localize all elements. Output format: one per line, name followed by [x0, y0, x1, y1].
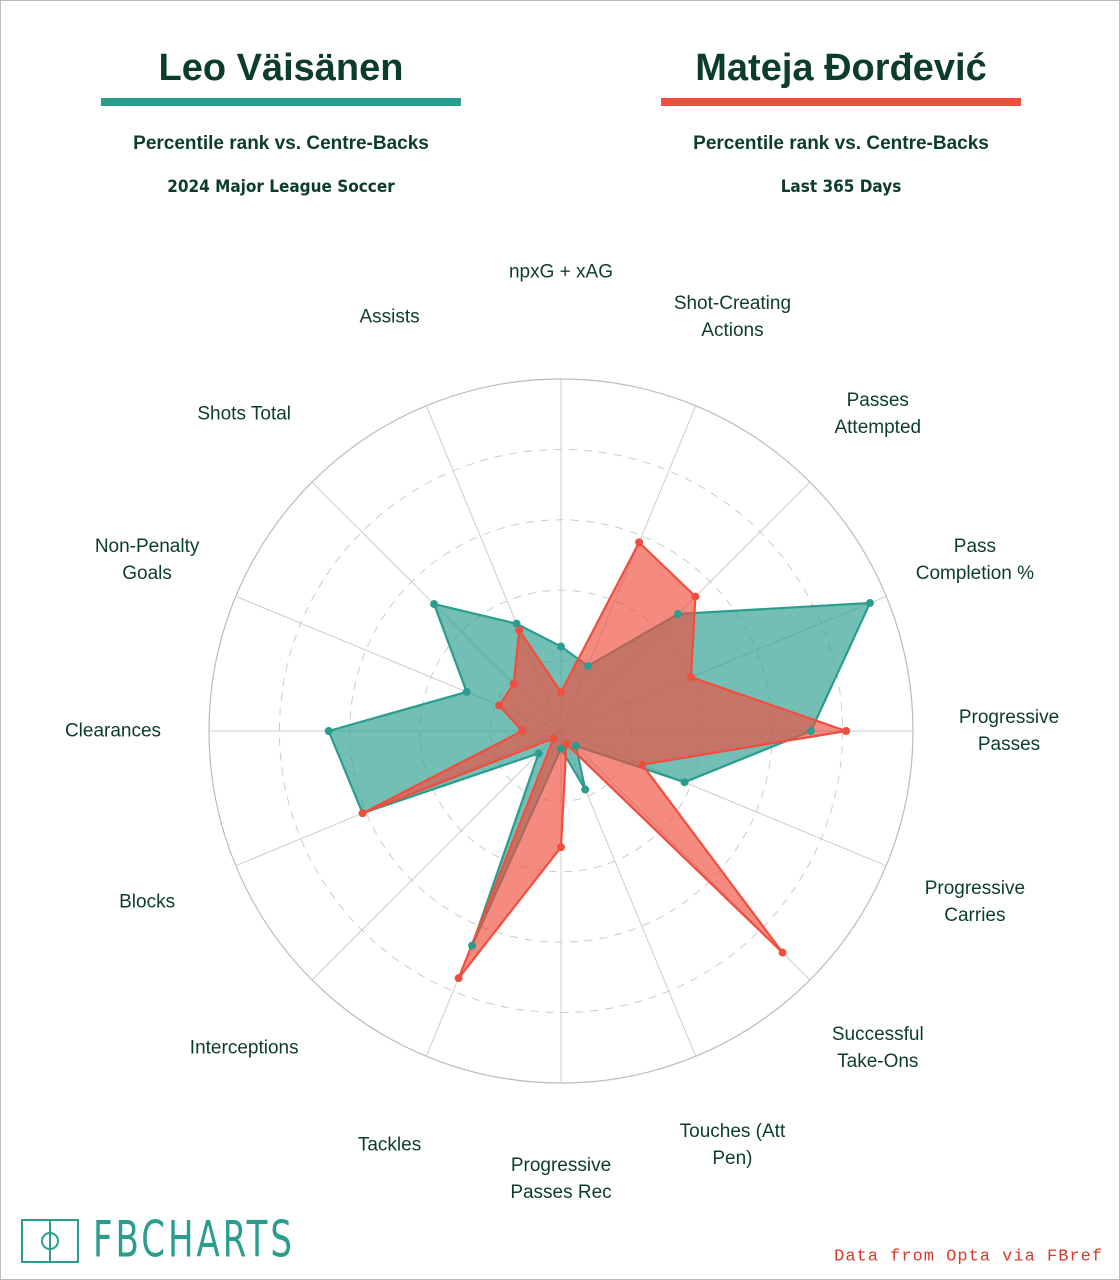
radar-point	[462, 687, 471, 696]
category-label: Interceptions	[189, 1037, 299, 1059]
radar-point	[842, 727, 851, 735]
radar-point	[557, 688, 565, 697]
category-label: Tackles	[357, 1134, 422, 1156]
radar-point	[430, 600, 439, 609]
radar-point	[534, 749, 543, 758]
category-label: Progressive Passes Rec	[510, 1155, 612, 1203]
radar-point	[635, 538, 644, 547]
radar-point	[557, 642, 565, 651]
player-underline	[661, 98, 1021, 106]
player-period: Last 365 Days	[781, 177, 902, 197]
radar-point	[638, 760, 647, 769]
player-name: Leo Väisänen	[159, 47, 404, 89]
radar-point	[358, 809, 367, 818]
category-label: Touches (Att Pen)	[679, 1120, 786, 1169]
radar-point	[324, 727, 333, 735]
radar-point	[680, 778, 689, 787]
radar-point	[468, 941, 477, 950]
source-note: Data from Opta via FBref	[834, 1247, 1103, 1266]
radar-point	[557, 843, 565, 852]
player-name: Mateja Đorđević	[695, 47, 986, 89]
category-label: Successful Take-Ons	[831, 1023, 924, 1072]
radar-point	[454, 974, 463, 983]
category-label: Progressive Passes	[958, 707, 1060, 755]
radar-point	[518, 727, 527, 735]
category-label: Progressive Carries	[924, 878, 1026, 927]
radar-point	[687, 673, 696, 682]
category-label: Shot-Creating Actions	[673, 293, 792, 342]
radar-point	[778, 948, 787, 957]
category-label: Non-Penalty Goals	[94, 535, 200, 584]
radar-point	[691, 592, 700, 601]
radar-point	[583, 661, 592, 670]
radar-point	[509, 679, 518, 688]
radar-point	[673, 610, 682, 619]
radar-point	[562, 740, 571, 749]
radar-point	[549, 734, 558, 743]
player-underline	[101, 98, 461, 106]
logo-pitch-circle	[41, 1232, 59, 1250]
player-subtitle: Percentile rank vs. Centre-Backs	[133, 133, 429, 154]
radar-point	[806, 727, 815, 735]
player-period: 2024 Major League Soccer	[167, 177, 395, 197]
radar-point	[581, 785, 590, 794]
radar-point	[571, 741, 580, 750]
spoke	[311, 730, 562, 981]
category-label: Blocks	[119, 891, 176, 913]
category-label: Clearances	[64, 720, 162, 742]
category-label: Pass Completion %	[915, 535, 1035, 584]
radar-point	[515, 626, 524, 635]
radar-point	[495, 701, 504, 710]
category-label: npxG + xAG	[508, 261, 614, 283]
logo-text: FBCHARTS	[93, 1211, 295, 1269]
radar-point	[865, 599, 874, 608]
radar-point	[557, 744, 565, 753]
radar-point	[512, 619, 521, 628]
category-label: Shots Total	[197, 403, 292, 425]
player-subtitle: Percentile rank vs. Centre-Backs	[693, 133, 989, 154]
category-label: Assists	[359, 306, 420, 328]
category-label: Passes Attempted	[834, 390, 922, 439]
